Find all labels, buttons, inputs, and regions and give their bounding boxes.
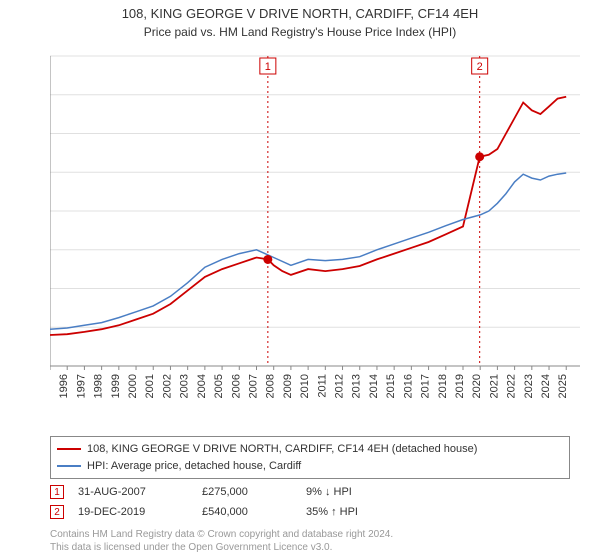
svg-text:2016: 2016 (402, 374, 414, 398)
svg-text:1: 1 (265, 61, 271, 73)
svg-text:2007: 2007 (247, 374, 259, 398)
transaction-price: £540,000 (202, 506, 292, 518)
svg-text:2001: 2001 (144, 374, 156, 398)
transaction-row: 2 19-DEC-2019 £540,000 35% ↑ HPI (50, 502, 570, 522)
transactions-table: 1 31-AUG-2007 £275,000 9% ↓ HPI 2 19-DEC… (50, 482, 570, 522)
legend-swatch (57, 448, 81, 450)
transaction-pct: 35% ↑ HPI (306, 506, 416, 518)
legend-swatch (57, 465, 81, 467)
chart-container: 108, KING GEORGE V DRIVE NORTH, CARDIFF,… (0, 0, 600, 560)
svg-text:2025: 2025 (557, 374, 569, 398)
svg-text:2022: 2022 (506, 374, 518, 398)
legend-label: HPI: Average price, detached house, Card… (87, 458, 301, 475)
svg-text:2006: 2006 (230, 374, 242, 398)
svg-text:1997: 1997 (75, 374, 87, 398)
svg-text:2012: 2012 (334, 374, 346, 398)
svg-text:2018: 2018 (437, 374, 449, 398)
chart-svg: £0£100K£200K£300K£400K£500K£600K£700K£80… (50, 46, 580, 436)
svg-text:1996: 1996 (58, 374, 70, 398)
svg-text:2003: 2003 (179, 374, 191, 398)
transaction-price: £275,000 (202, 486, 292, 498)
svg-text:2014: 2014 (368, 374, 380, 398)
svg-text:1995: 1995 (50, 374, 53, 398)
svg-text:2013: 2013 (351, 374, 363, 398)
svg-text:2015: 2015 (385, 374, 397, 398)
svg-text:2: 2 (477, 61, 483, 73)
svg-text:2017: 2017 (420, 374, 432, 398)
chart-plot-area: £0£100K£200K£300K£400K£500K£600K£700K£80… (50, 46, 580, 386)
svg-text:2019: 2019 (454, 374, 466, 398)
chart-subtitle: Price paid vs. HM Land Registry's House … (0, 23, 600, 39)
svg-text:2024: 2024 (540, 374, 552, 398)
transaction-marker-box: 2 (50, 505, 64, 519)
footer-line: Contains HM Land Registry data © Crown c… (50, 528, 570, 541)
svg-text:2005: 2005 (213, 374, 225, 398)
transaction-marker-box: 1 (50, 485, 64, 499)
svg-text:2011: 2011 (316, 374, 328, 398)
svg-text:2000: 2000 (127, 374, 139, 398)
svg-text:2002: 2002 (161, 374, 173, 398)
svg-text:2021: 2021 (488, 374, 500, 398)
transaction-date: 31-AUG-2007 (78, 486, 188, 498)
chart-title: 108, KING GEORGE V DRIVE NORTH, CARDIFF,… (0, 0, 600, 23)
footer-line: This data is licensed under the Open Gov… (50, 541, 570, 554)
footer: Contains HM Land Registry data © Crown c… (50, 528, 570, 554)
svg-text:1999: 1999 (110, 374, 122, 398)
legend-item: HPI: Average price, detached house, Card… (57, 458, 563, 475)
svg-text:2010: 2010 (299, 374, 311, 398)
transaction-date: 19-DEC-2019 (78, 506, 188, 518)
transaction-pct: 9% ↓ HPI (306, 486, 416, 498)
svg-text:2009: 2009 (282, 374, 294, 398)
svg-text:1998: 1998 (93, 374, 105, 398)
legend-item: 108, KING GEORGE V DRIVE NORTH, CARDIFF,… (57, 441, 563, 458)
svg-text:2020: 2020 (471, 374, 483, 398)
svg-text:2023: 2023 (523, 374, 535, 398)
legend: 108, KING GEORGE V DRIVE NORTH, CARDIFF,… (50, 436, 570, 479)
svg-text:2008: 2008 (265, 374, 277, 398)
transaction-row: 1 31-AUG-2007 £275,000 9% ↓ HPI (50, 482, 570, 502)
svg-text:2004: 2004 (196, 374, 208, 398)
legend-label: 108, KING GEORGE V DRIVE NORTH, CARDIFF,… (87, 441, 477, 458)
